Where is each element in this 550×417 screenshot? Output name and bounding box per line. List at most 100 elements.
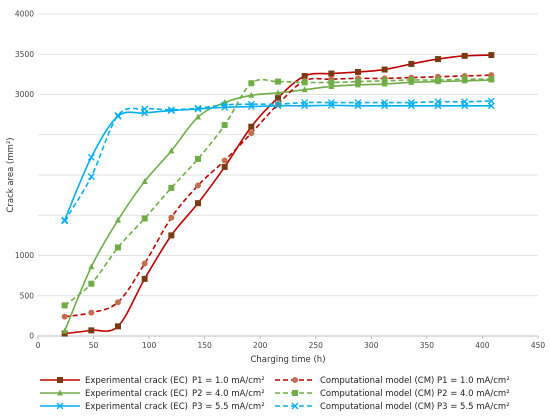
x-tick-label: 400 <box>475 341 490 350</box>
data-point <box>354 99 362 107</box>
series-2 <box>61 101 495 224</box>
x-tick-label: 0 <box>36 341 41 350</box>
data-point <box>275 89 281 96</box>
data-point <box>141 260 148 267</box>
y-tick-label: 3500 <box>15 50 34 59</box>
legend-series-name: Experimental crack (EC) <box>85 402 188 412</box>
data-point <box>141 275 148 282</box>
data-point <box>461 76 468 83</box>
data-point <box>61 313 68 320</box>
data-point <box>248 123 255 130</box>
data-point <box>167 106 175 114</box>
y-tick-label: 500 <box>20 291 35 300</box>
legend-condition: P2 = 4.0 mA/cm² <box>192 389 265 399</box>
data-point <box>327 99 335 107</box>
legend-series-name: Computational model (CM) <box>320 389 434 399</box>
data-point <box>194 104 202 112</box>
legend-swatch-marker <box>56 402 64 410</box>
y-tick-label: 4000 <box>15 10 34 19</box>
marker-stroke <box>56 402 64 410</box>
data-point <box>195 200 201 207</box>
marker-stroke <box>291 402 299 410</box>
x-tick-label: 250 <box>309 341 324 350</box>
marker-stroke <box>221 103 229 111</box>
marker-stroke <box>247 100 255 108</box>
data-point <box>221 163 228 170</box>
data-point <box>88 263 95 270</box>
data-point <box>87 153 95 161</box>
data-point <box>114 111 122 119</box>
legend-entry-0: Experimental crack (EC) P1 = 1.0 mA/cm² <box>40 376 265 386</box>
legend-series-name: Computational model (CM) <box>320 376 434 386</box>
legend-entry-4: Computational model (CM) P2 = 4.0 mA/cm² <box>275 389 510 399</box>
legend-condition: P3 = 5.5 mA/cm² <box>437 402 510 412</box>
data-point <box>381 77 388 84</box>
tick-labels: 0 500 1000 3000 3500 4000 0 50 100 150 200 250 300 35… <box>15 10 545 351</box>
data-point <box>221 101 229 109</box>
marker-stroke <box>274 100 282 108</box>
marker-stroke <box>194 104 202 112</box>
x-axis-title: Charging time (h) <box>250 355 325 365</box>
data-point <box>328 70 335 77</box>
legend: Experimental crack (EC) P1 = 1.0 mA/cm²Ex… <box>40 376 510 412</box>
y-tick-label: 3000 <box>15 90 34 99</box>
data-point <box>435 77 441 84</box>
legend-entry-1: Experimental crack (EC) P2 = 4.0 mA/cm² <box>40 389 265 399</box>
marker-stroke <box>327 101 335 109</box>
x-tick-label: 350 <box>420 341 435 350</box>
marker-stroke <box>381 99 389 107</box>
legend-entry-2: Experimental crack (EC) P3 = 5.5 mA/cm² <box>40 402 265 412</box>
marker-stroke <box>87 173 95 181</box>
data-point <box>301 99 309 107</box>
marker-stroke <box>354 99 362 107</box>
y-tick-label: 1000 <box>15 251 34 260</box>
legend-condition: P1 = 1.0 mA/cm² <box>437 376 510 386</box>
legend-condition: P3 = 5.5 mA/cm² <box>192 402 265 412</box>
data-point <box>168 147 175 154</box>
data-point <box>115 244 121 251</box>
data-point <box>247 100 255 108</box>
marker-stroke <box>221 101 229 109</box>
series-line <box>63 79 492 332</box>
y-tick-label: 0 <box>29 332 34 341</box>
data-point <box>355 78 361 85</box>
x-tick-label: 100 <box>142 341 157 350</box>
data-point <box>328 79 335 86</box>
marker-stroke <box>167 106 175 114</box>
x-tick-label: 200 <box>253 341 268 350</box>
data-point <box>115 216 121 223</box>
legend-swatch-marker <box>57 389 63 396</box>
marker-stroke <box>461 98 469 106</box>
marker-stroke <box>487 97 495 105</box>
legend-condition: P1 = 1.0 mA/cm² <box>192 376 265 386</box>
data-point <box>408 60 415 67</box>
data-point <box>461 98 469 106</box>
series-group <box>61 52 495 337</box>
data-point <box>88 280 95 287</box>
data-point <box>88 309 95 316</box>
data-point <box>381 66 388 73</box>
legend-entry-5: Computational model (CM) P3 = 5.5 mA/cm² <box>275 402 510 412</box>
data-point <box>141 105 149 113</box>
marker-stroke <box>87 153 95 161</box>
data-point <box>61 327 68 334</box>
data-point <box>195 113 201 120</box>
marker-stroke <box>407 99 415 107</box>
legend-swatch-marker <box>57 377 63 383</box>
data-point <box>88 327 95 334</box>
y-axis-title: Crack area (mm²) <box>6 137 16 212</box>
data-point <box>487 97 495 105</box>
data-point <box>168 232 175 239</box>
marker-stroke <box>61 217 69 225</box>
series-1 <box>61 76 495 334</box>
marker-stroke <box>327 99 335 107</box>
data-point <box>115 299 121 306</box>
data-point <box>301 72 308 79</box>
data-point <box>248 130 255 137</box>
x-tick-label: 50 <box>89 341 99 350</box>
data-point <box>221 157 228 164</box>
data-point <box>328 82 335 89</box>
data-point <box>168 184 175 191</box>
legend-condition: P2 = 4.0 mA/cm² <box>437 389 510 399</box>
data-point <box>141 215 148 222</box>
